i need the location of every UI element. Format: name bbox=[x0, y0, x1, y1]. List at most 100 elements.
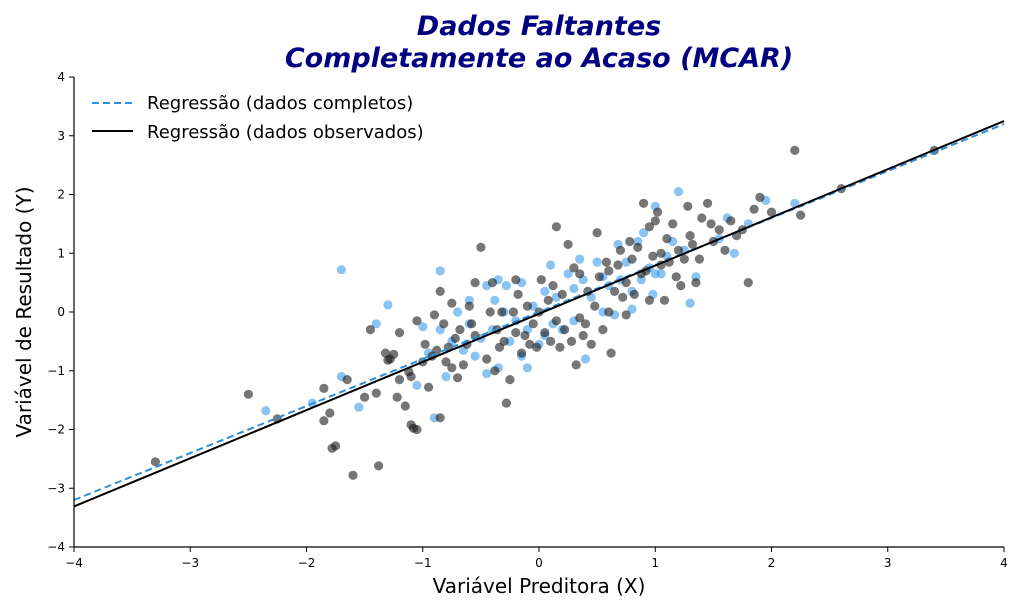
point-observed-65 bbox=[522, 301, 533, 311]
point-observed-137 bbox=[766, 207, 777, 217]
point-observed-134 bbox=[743, 278, 753, 288]
point-observed-130 bbox=[720, 245, 730, 255]
point-observed-56 bbox=[497, 307, 507, 317]
point-observed-57 bbox=[499, 336, 509, 346]
y-tick-label: 4 bbox=[57, 70, 65, 84]
x-tick-label: 3 bbox=[884, 556, 892, 570]
point-observed-44 bbox=[458, 360, 468, 370]
point-observed-90 bbox=[594, 272, 605, 282]
point-missing-40 bbox=[563, 269, 573, 279]
point-observed-11 bbox=[365, 325, 375, 335]
point-missing-19 bbox=[470, 351, 480, 361]
point-observed-3 bbox=[319, 383, 329, 393]
point-missing-4 bbox=[354, 402, 364, 412]
point-observed-70 bbox=[536, 275, 546, 285]
point-observed-36 bbox=[439, 319, 449, 329]
point-observed-124 bbox=[694, 254, 705, 264]
point-missing-44 bbox=[580, 354, 591, 364]
point-observed-94 bbox=[606, 348, 616, 358]
chart-title-line2: Completamente ao Acaso (MCAR) bbox=[285, 43, 793, 74]
y-tick-label: 1 bbox=[57, 246, 65, 260]
point-observed-0 bbox=[150, 457, 160, 467]
point-missing-15 bbox=[453, 307, 463, 317]
point-missing-24 bbox=[490, 295, 500, 305]
point-observed-95 bbox=[610, 286, 620, 296]
x-tick-label: −2 bbox=[298, 556, 316, 570]
point-missing-56 bbox=[639, 228, 649, 238]
point-observed-75 bbox=[551, 316, 562, 326]
point-observed-19 bbox=[394, 375, 405, 385]
point-observed-51 bbox=[485, 307, 495, 317]
y-tick-label: −4 bbox=[47, 540, 65, 554]
point-missing-27 bbox=[501, 281, 511, 291]
point-observed-107 bbox=[644, 222, 655, 232]
point-observed-92 bbox=[601, 257, 612, 267]
point-missing-12 bbox=[435, 266, 445, 276]
point-observed-68 bbox=[532, 342, 542, 352]
point-missing-42 bbox=[575, 254, 585, 264]
point-observed-9 bbox=[348, 470, 358, 480]
point-observed-18 bbox=[392, 392, 402, 402]
x-axis-ticks: −4 −3 −2 −1 0 1 2 3 4 bbox=[65, 547, 1008, 570]
point-observed-26 bbox=[412, 424, 422, 435]
chart-title-line1: Dados Faltantes bbox=[417, 11, 661, 42]
point-observed-63 bbox=[517, 348, 527, 358]
point-observed-120 bbox=[683, 201, 693, 211]
point-observed-32 bbox=[429, 310, 439, 320]
legend: Regressão (dados completos) Regressão (d… bbox=[92, 93, 424, 143]
point-observed-78 bbox=[560, 325, 570, 335]
x-tick-label: 2 bbox=[768, 556, 776, 570]
point-observed-126 bbox=[703, 198, 713, 208]
point-observed-136 bbox=[755, 192, 765, 202]
y-tick-label: 0 bbox=[57, 305, 65, 319]
point-observed-39 bbox=[447, 363, 457, 373]
point-observed-147 bbox=[621, 310, 631, 320]
point-observed-50 bbox=[482, 354, 492, 364]
point-observed-73 bbox=[546, 336, 556, 346]
x-tick-label: 1 bbox=[651, 556, 659, 570]
point-missing-72 bbox=[790, 198, 800, 208]
point-observed-110 bbox=[653, 207, 663, 217]
point-observed-21 bbox=[400, 401, 410, 411]
point-observed-62 bbox=[513, 289, 523, 299]
point-observed-27 bbox=[412, 316, 422, 326]
point-observed-5 bbox=[325, 408, 335, 418]
point-observed-122 bbox=[687, 239, 698, 249]
x-tick-label: −4 bbox=[65, 556, 83, 570]
point-observed-52 bbox=[487, 278, 498, 288]
point-observed-76 bbox=[555, 342, 565, 352]
point-observed-43 bbox=[455, 325, 465, 335]
point-observed-66 bbox=[525, 339, 535, 349]
point-observed-34 bbox=[435, 413, 445, 423]
point-observed-79 bbox=[563, 239, 573, 249]
point-observed-13 bbox=[374, 461, 384, 471]
point-observed-17 bbox=[389, 349, 399, 359]
point-observed-53 bbox=[490, 366, 500, 376]
point-missing-0 bbox=[261, 406, 271, 416]
point-missing-79 bbox=[650, 269, 660, 279]
point-missing-69 bbox=[729, 248, 739, 258]
y-tick-label: −2 bbox=[47, 423, 65, 437]
point-observed-84 bbox=[578, 330, 588, 341]
point-missing-13 bbox=[441, 372, 451, 382]
point-missing-5 bbox=[371, 319, 381, 329]
point-observed-144 bbox=[551, 222, 562, 232]
point-observed-30 bbox=[424, 382, 434, 392]
point-observed-101 bbox=[627, 254, 637, 264]
point-observed-58 bbox=[501, 398, 511, 408]
y-tick-label: 3 bbox=[57, 129, 65, 143]
point-observed-123 bbox=[691, 278, 701, 288]
point-observed-35 bbox=[435, 286, 445, 296]
point-observed-64 bbox=[520, 330, 530, 341]
legend-label-complete: Regressão (dados completos) bbox=[147, 93, 413, 114]
point-observed-77 bbox=[557, 289, 567, 299]
point-observed-103 bbox=[633, 242, 643, 252]
point-observed-59 bbox=[505, 375, 515, 385]
point-observed-60 bbox=[508, 307, 518, 317]
point-observed-37 bbox=[441, 357, 451, 367]
regression-line-complete bbox=[73, 123, 1005, 501]
point-observed-71 bbox=[540, 328, 550, 338]
point-observed-121 bbox=[685, 231, 695, 241]
point-observed-142 bbox=[470, 278, 480, 288]
